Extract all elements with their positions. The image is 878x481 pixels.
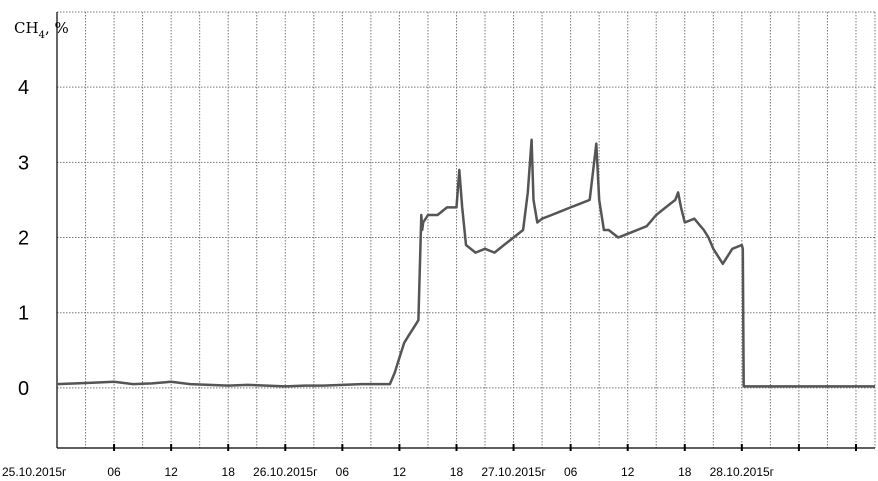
- series-layer: [56, 138, 875, 388]
- y-tick-label: 1: [18, 303, 29, 325]
- x-tick-label: 27.10.2015г: [481, 465, 546, 479]
- y-tick-label: 2: [18, 228, 29, 250]
- x-tick-label: 06: [564, 465, 578, 479]
- series-line: [56, 138, 875, 388]
- x-tick-label: 18: [222, 465, 236, 479]
- y-axis-label-sub: 4: [39, 30, 45, 41]
- x-tick-label: 06: [107, 465, 121, 479]
- x-tick-label: 12: [621, 465, 635, 479]
- x-tick-label: 26.10.2015г: [253, 465, 318, 479]
- x-tick-label: 18: [450, 465, 464, 479]
- x-tick-label: 12: [393, 465, 407, 479]
- y-axis-label: CH4, %: [14, 19, 69, 41]
- x-tick-label: 18: [678, 465, 692, 479]
- y-tick-label: 3: [18, 152, 29, 174]
- axes: [56, 12, 875, 451]
- y-tick-labels: 0 1 2 3 4: [18, 77, 29, 400]
- x-tick-label: 12: [164, 465, 178, 479]
- y-axis-label-base: CH: [14, 19, 39, 37]
- y-tick-label: 0: [18, 378, 29, 400]
- x-tick-labels: 25.10.2015г 06 12 18 26.10.2015г 06 12 18 27.10.…: [2, 465, 775, 479]
- grid: [57, 11, 876, 448]
- x-tick-label: 28.10.2015г: [710, 465, 775, 479]
- x-tick-label: 25.10.2015г: [2, 465, 67, 479]
- y-tick-label: 4: [18, 77, 29, 99]
- x-tick-label: 06: [336, 465, 350, 479]
- y-axis-label-rest: , %: [45, 19, 69, 37]
